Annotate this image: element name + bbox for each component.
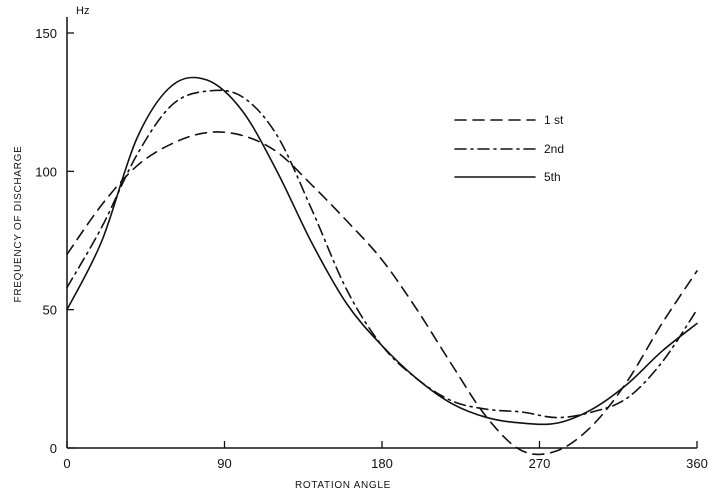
- axes: [66, 17, 697, 449]
- legend-label-2: 2nd: [544, 142, 564, 156]
- y-axis-title: FREQUENCY OF DISCHARGE: [13, 146, 24, 303]
- legend: 1 st 2nd 5th: [454, 113, 564, 184]
- series-line-3: [66, 76, 698, 426]
- axis-ticks: 0 90 180 270 360 0 50 100 150: [35, 26, 708, 471]
- legend-label-3: 5th: [544, 170, 561, 184]
- y-unit-label: Hz: [76, 5, 89, 17]
- x-tick-label: 90: [217, 456, 231, 471]
- y-tick-label: 0: [50, 441, 57, 456]
- y-tick-label: 150: [35, 26, 57, 41]
- x-tick-label: 180: [371, 456, 393, 471]
- series-line-2: [66, 89, 698, 419]
- x-axis-title: ROTATION ANGLE: [295, 480, 391, 491]
- x-tick-label: 0: [63, 456, 70, 471]
- y-tick-label: 100: [35, 164, 57, 179]
- series-layer: [66, 76, 698, 456]
- x-tick-label: 360: [686, 456, 708, 471]
- legend-label-1: 1 st: [544, 113, 564, 127]
- series-line-1: [66, 131, 698, 456]
- y-tick-label: 50: [43, 303, 57, 318]
- x-tick-label: 270: [529, 456, 551, 471]
